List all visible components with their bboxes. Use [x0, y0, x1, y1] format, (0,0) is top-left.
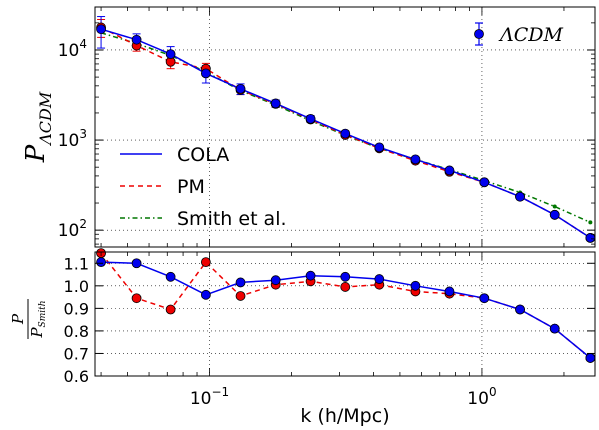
- cola-point: [549, 209, 560, 220]
- cola-point: [410, 154, 421, 165]
- top-x-tick-marks: [100, 7, 565, 247]
- cola-point: [270, 98, 281, 109]
- cola-point: [165, 49, 176, 60]
- top-y-label-sub: ΛCDM: [36, 91, 55, 147]
- x-axis-label: k (h/Mpc): [300, 405, 389, 427]
- cola-point: [515, 191, 525, 202]
- bottom-ytick-label-2: 0.8: [64, 322, 89, 341]
- smith-point: [588, 220, 593, 225]
- legend-smith-label: Smith et al.: [177, 208, 287, 230]
- svg-text:PSmith: PSmith: [28, 300, 48, 338]
- ratio-pm-point: [165, 304, 176, 315]
- ratio-cola-point: [96, 257, 106, 268]
- cola-point: [444, 165, 455, 176]
- corner-legend: ΛCDM: [474, 22, 563, 46]
- ratio-cola-point: [270, 275, 281, 286]
- cola-point: [305, 113, 316, 124]
- ratio-pm-point: [340, 282, 351, 292]
- corner-legend-marker: [474, 29, 484, 39]
- cola-point: [585, 233, 596, 243]
- top-y-label-main: P: [21, 144, 51, 163]
- ratio-cola-point: [515, 304, 525, 315]
- corner-legend-label: ΛCDM: [498, 24, 563, 46]
- ratio-cola-point: [200, 289, 211, 300]
- bottom-panel: 0.60.70.80.91.01.1 10−1 100 P PSmith k (h…: [9, 248, 596, 427]
- ratio-cola-point: [479, 293, 490, 304]
- ratio-pm-point: [200, 257, 211, 268]
- ratio-cola-point: [444, 286, 455, 297]
- legend-pm-label: PM: [177, 176, 205, 198]
- ratio-cola-point: [410, 280, 421, 291]
- cola-point: [200, 68, 211, 79]
- bottom-axes-frame: [94, 251, 596, 377]
- ratio-cola-point: [305, 270, 316, 281]
- bottom-y-label-den-sub: Smith: [38, 300, 48, 327]
- ratio-pm-point: [131, 293, 142, 304]
- ratio-cola-point: [374, 274, 385, 284]
- bottom-y-label-num: P: [9, 313, 27, 325]
- bottom-ytick-label-3: 0.9: [64, 299, 89, 318]
- bottom-x-ticks: 10−1 100: [100, 252, 565, 409]
- bottom-ytick-label-5: 1.1: [64, 254, 89, 273]
- cola-point: [235, 83, 246, 94]
- bottom-xtick-label-1: 100: [467, 385, 496, 409]
- cola-point: [374, 142, 385, 153]
- bottom-ytick-label-1: 0.7: [64, 344, 89, 363]
- ratio-cola-point: [585, 353, 596, 363]
- top-ytick-label-1: 103: [58, 127, 87, 151]
- legend-cola-label: COLA: [177, 144, 229, 166]
- top-y-axis-label: PΛCDM: [21, 91, 55, 163]
- ratio-cola-point: [549, 323, 560, 334]
- cola-point: [340, 128, 351, 139]
- bottom-ytick-label-4: 1.0: [64, 277, 89, 296]
- ratio-cola-point: [131, 258, 142, 269]
- top-series: [96, 16, 596, 243]
- cola-point: [96, 24, 106, 35]
- ratio-cola-point: [235, 277, 246, 288]
- bottom-y-label-den: P: [28, 327, 46, 339]
- svg-text:PΛCDM: PΛCDM: [21, 91, 55, 163]
- top-ytick-label-2: 104: [58, 37, 87, 61]
- top-ytick-label-0: 102: [58, 217, 87, 241]
- top-grid: [95, 7, 595, 247]
- cola-point: [131, 34, 142, 45]
- ratio-cola-point: [165, 271, 176, 282]
- series-legend: COLA PM Smith et al.: [120, 144, 287, 230]
- ratio-pm-line: [100, 252, 591, 359]
- ratio-pm-point: [235, 291, 246, 301]
- bottom-series: [96, 248, 596, 363]
- smith-point: [552, 204, 557, 209]
- top-axes-frame: [94, 6, 596, 248]
- bottom-y-axis-label: P PSmith: [9, 299, 48, 339]
- cola-point: [479, 177, 490, 188]
- bottom-ytick-label-0: 0.6: [64, 367, 89, 386]
- bottom-y-ticks: 0.6 0.7 0.8 0.9 1.0 1.1: [64, 254, 595, 386]
- ratio-cola-point: [340, 271, 351, 282]
- top-y-ticks: 102 103 104: [58, 6, 595, 245]
- bottom-xtick-label-0: 10−1: [190, 385, 229, 409]
